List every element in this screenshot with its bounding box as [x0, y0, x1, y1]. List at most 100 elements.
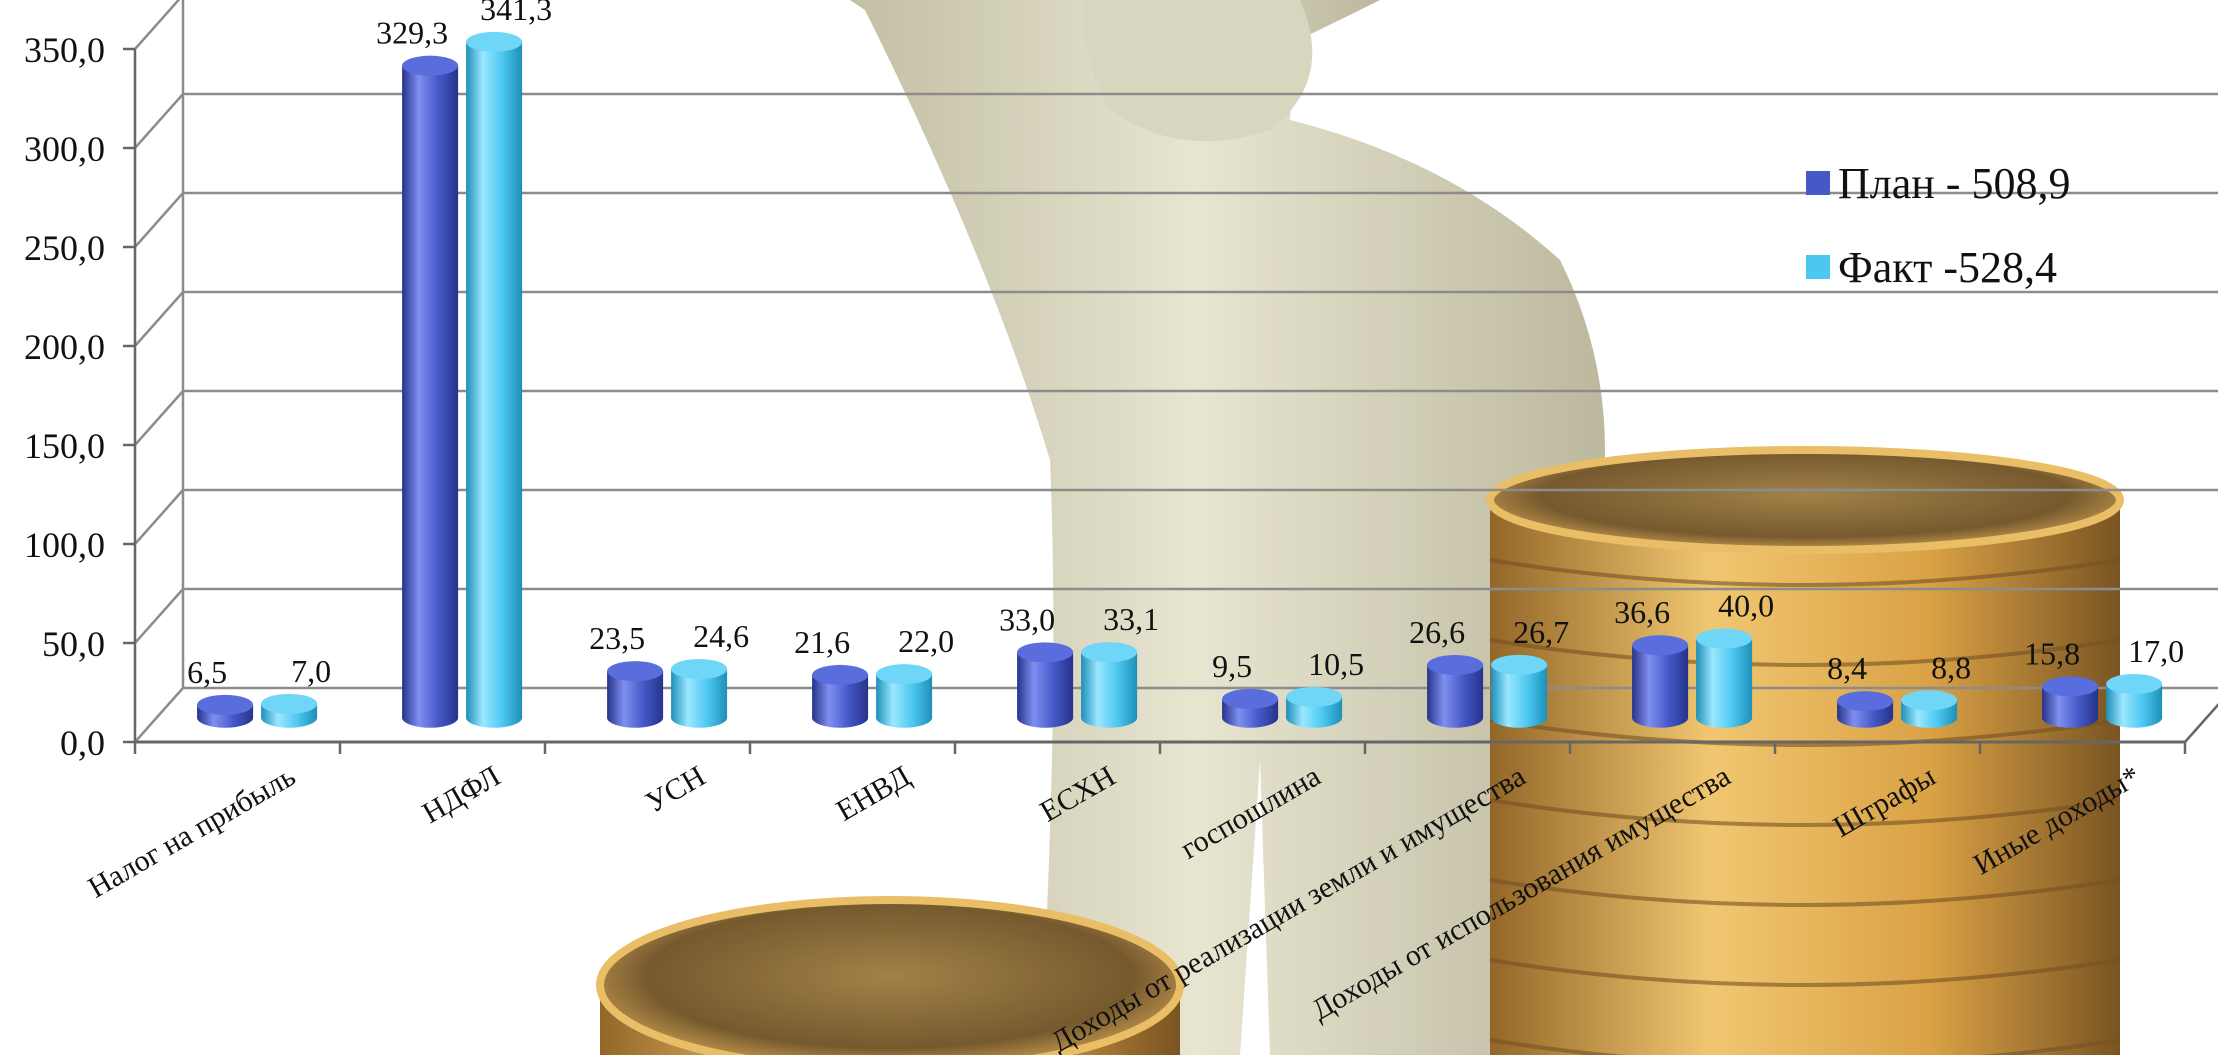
bar-base [1427, 707, 1484, 728]
x-tick-label: УСН [640, 759, 711, 819]
bar-fact [876, 664, 933, 728]
y-tick-label: 50,0 [42, 624, 105, 664]
data-label: 26,6 [1409, 614, 1465, 650]
bar-top [1491, 654, 1548, 675]
side-grid-line [134, 390, 184, 446]
bar-top [261, 693, 318, 714]
y-tick-label: 0,0 [60, 723, 105, 763]
bar-plan [1837, 691, 1894, 728]
bar-base [1901, 707, 1958, 728]
y-tick-label: 350,0 [24, 30, 105, 70]
bar-plan [1427, 655, 1484, 728]
x-tick-label: Иные доходы* [1968, 759, 2146, 881]
floor-edge-line [2184, 702, 2218, 743]
data-label: 33,1 [1103, 601, 1159, 637]
x-tick-label: ЕНВД [831, 759, 916, 827]
bar-base [607, 707, 664, 728]
bar-plan [1632, 635, 1689, 728]
data-label: 22,0 [898, 623, 954, 659]
bar-fact [1286, 686, 1343, 728]
y-tick-label: 200,0 [24, 327, 105, 367]
bar-top [1901, 690, 1958, 711]
y-tick-label: 250,0 [24, 228, 105, 268]
bar-top [1081, 642, 1138, 663]
bar-top [671, 658, 728, 679]
data-label: 40,0 [1718, 588, 1774, 624]
data-label: 17,0 [2128, 633, 2184, 669]
bar-top [1837, 691, 1894, 712]
data-label: 329,3 [376, 15, 448, 51]
bar-top [1632, 635, 1689, 656]
bar-top [876, 664, 933, 685]
bar-fact [1696, 628, 1753, 728]
legend-swatch-fact [1806, 255, 1830, 279]
legend-swatch-plan [1806, 171, 1830, 195]
data-label: 341,3 [480, 0, 552, 27]
side-grid-line [134, 192, 184, 248]
coin-stack-illustration [1486, 446, 2124, 1055]
bar-plan [402, 55, 459, 728]
bar-top [2042, 676, 2099, 697]
bar-top [2106, 674, 2163, 695]
bar-body [1696, 638, 1753, 718]
side-grid-line [134, 588, 184, 644]
bar-plan [607, 661, 664, 728]
bar-body [402, 65, 459, 718]
x-tick-label: госпошлина [1175, 759, 1326, 865]
bar-base [261, 707, 318, 728]
bar-base [1081, 707, 1138, 728]
bar-base [1837, 707, 1894, 728]
side-grid-line [134, 687, 184, 743]
data-label: 9,5 [1212, 648, 1252, 684]
bar-top [1696, 628, 1753, 649]
x-tick-label: НДФЛ [417, 759, 506, 830]
coin-illustration [596, 896, 1184, 1055]
bar-fact [1491, 654, 1548, 728]
bar-fact [466, 31, 523, 728]
x-tick-label: ЕСХН [1034, 759, 1121, 828]
bar-body [1081, 652, 1138, 718]
bar-base [876, 707, 933, 728]
bar-fact [261, 693, 318, 728]
legend: План - 508,9 Факт -528,4 [1806, 152, 2070, 320]
bar-plan [1222, 688, 1279, 728]
data-label: 36,6 [1614, 594, 1670, 630]
data-label: 23,5 [589, 620, 645, 656]
bar-base [1286, 707, 1343, 728]
bar-base [1491, 707, 1548, 728]
bar-base [2042, 707, 2099, 728]
bar-body [1632, 645, 1689, 718]
data-label: 26,7 [1513, 614, 1569, 650]
legend-label-plan: План - 508,9 [1838, 158, 2071, 208]
bar-base [812, 707, 869, 728]
data-label: 24,6 [693, 618, 749, 654]
bar-fact [1901, 690, 1958, 728]
bar-base [1222, 707, 1279, 728]
y-tick-label: 150,0 [24, 426, 105, 466]
bar-plan [1017, 642, 1074, 728]
bar-base [1696, 707, 1753, 728]
bar-top [466, 31, 523, 52]
legend-item-plan: План - 508,9 [1806, 152, 2070, 214]
data-label: 8,8 [1931, 649, 1971, 685]
bar-base [466, 707, 523, 728]
y-tick-label: 300,0 [24, 129, 105, 169]
bar-body [1017, 652, 1074, 718]
x-tick-label: Штрафы [1828, 759, 1941, 843]
x-tick-label: Налог на прибыль [83, 759, 301, 904]
bar-plan [812, 664, 869, 728]
bar-top [607, 661, 664, 682]
bar-plan [197, 694, 254, 728]
x-tick-label: Доходы от использования имущества [1306, 759, 1736, 1026]
bar-body [466, 41, 523, 718]
side-grid-line [134, 291, 184, 347]
side-grid-line [134, 0, 181, 50]
legend-item-fact: Факт -528,4 [1806, 236, 2070, 298]
bar-fact [671, 658, 728, 728]
data-label: 33,0 [999, 601, 1055, 637]
bar-base [2106, 707, 2163, 728]
bar-fact [1081, 642, 1138, 728]
bar-top [1427, 655, 1484, 676]
